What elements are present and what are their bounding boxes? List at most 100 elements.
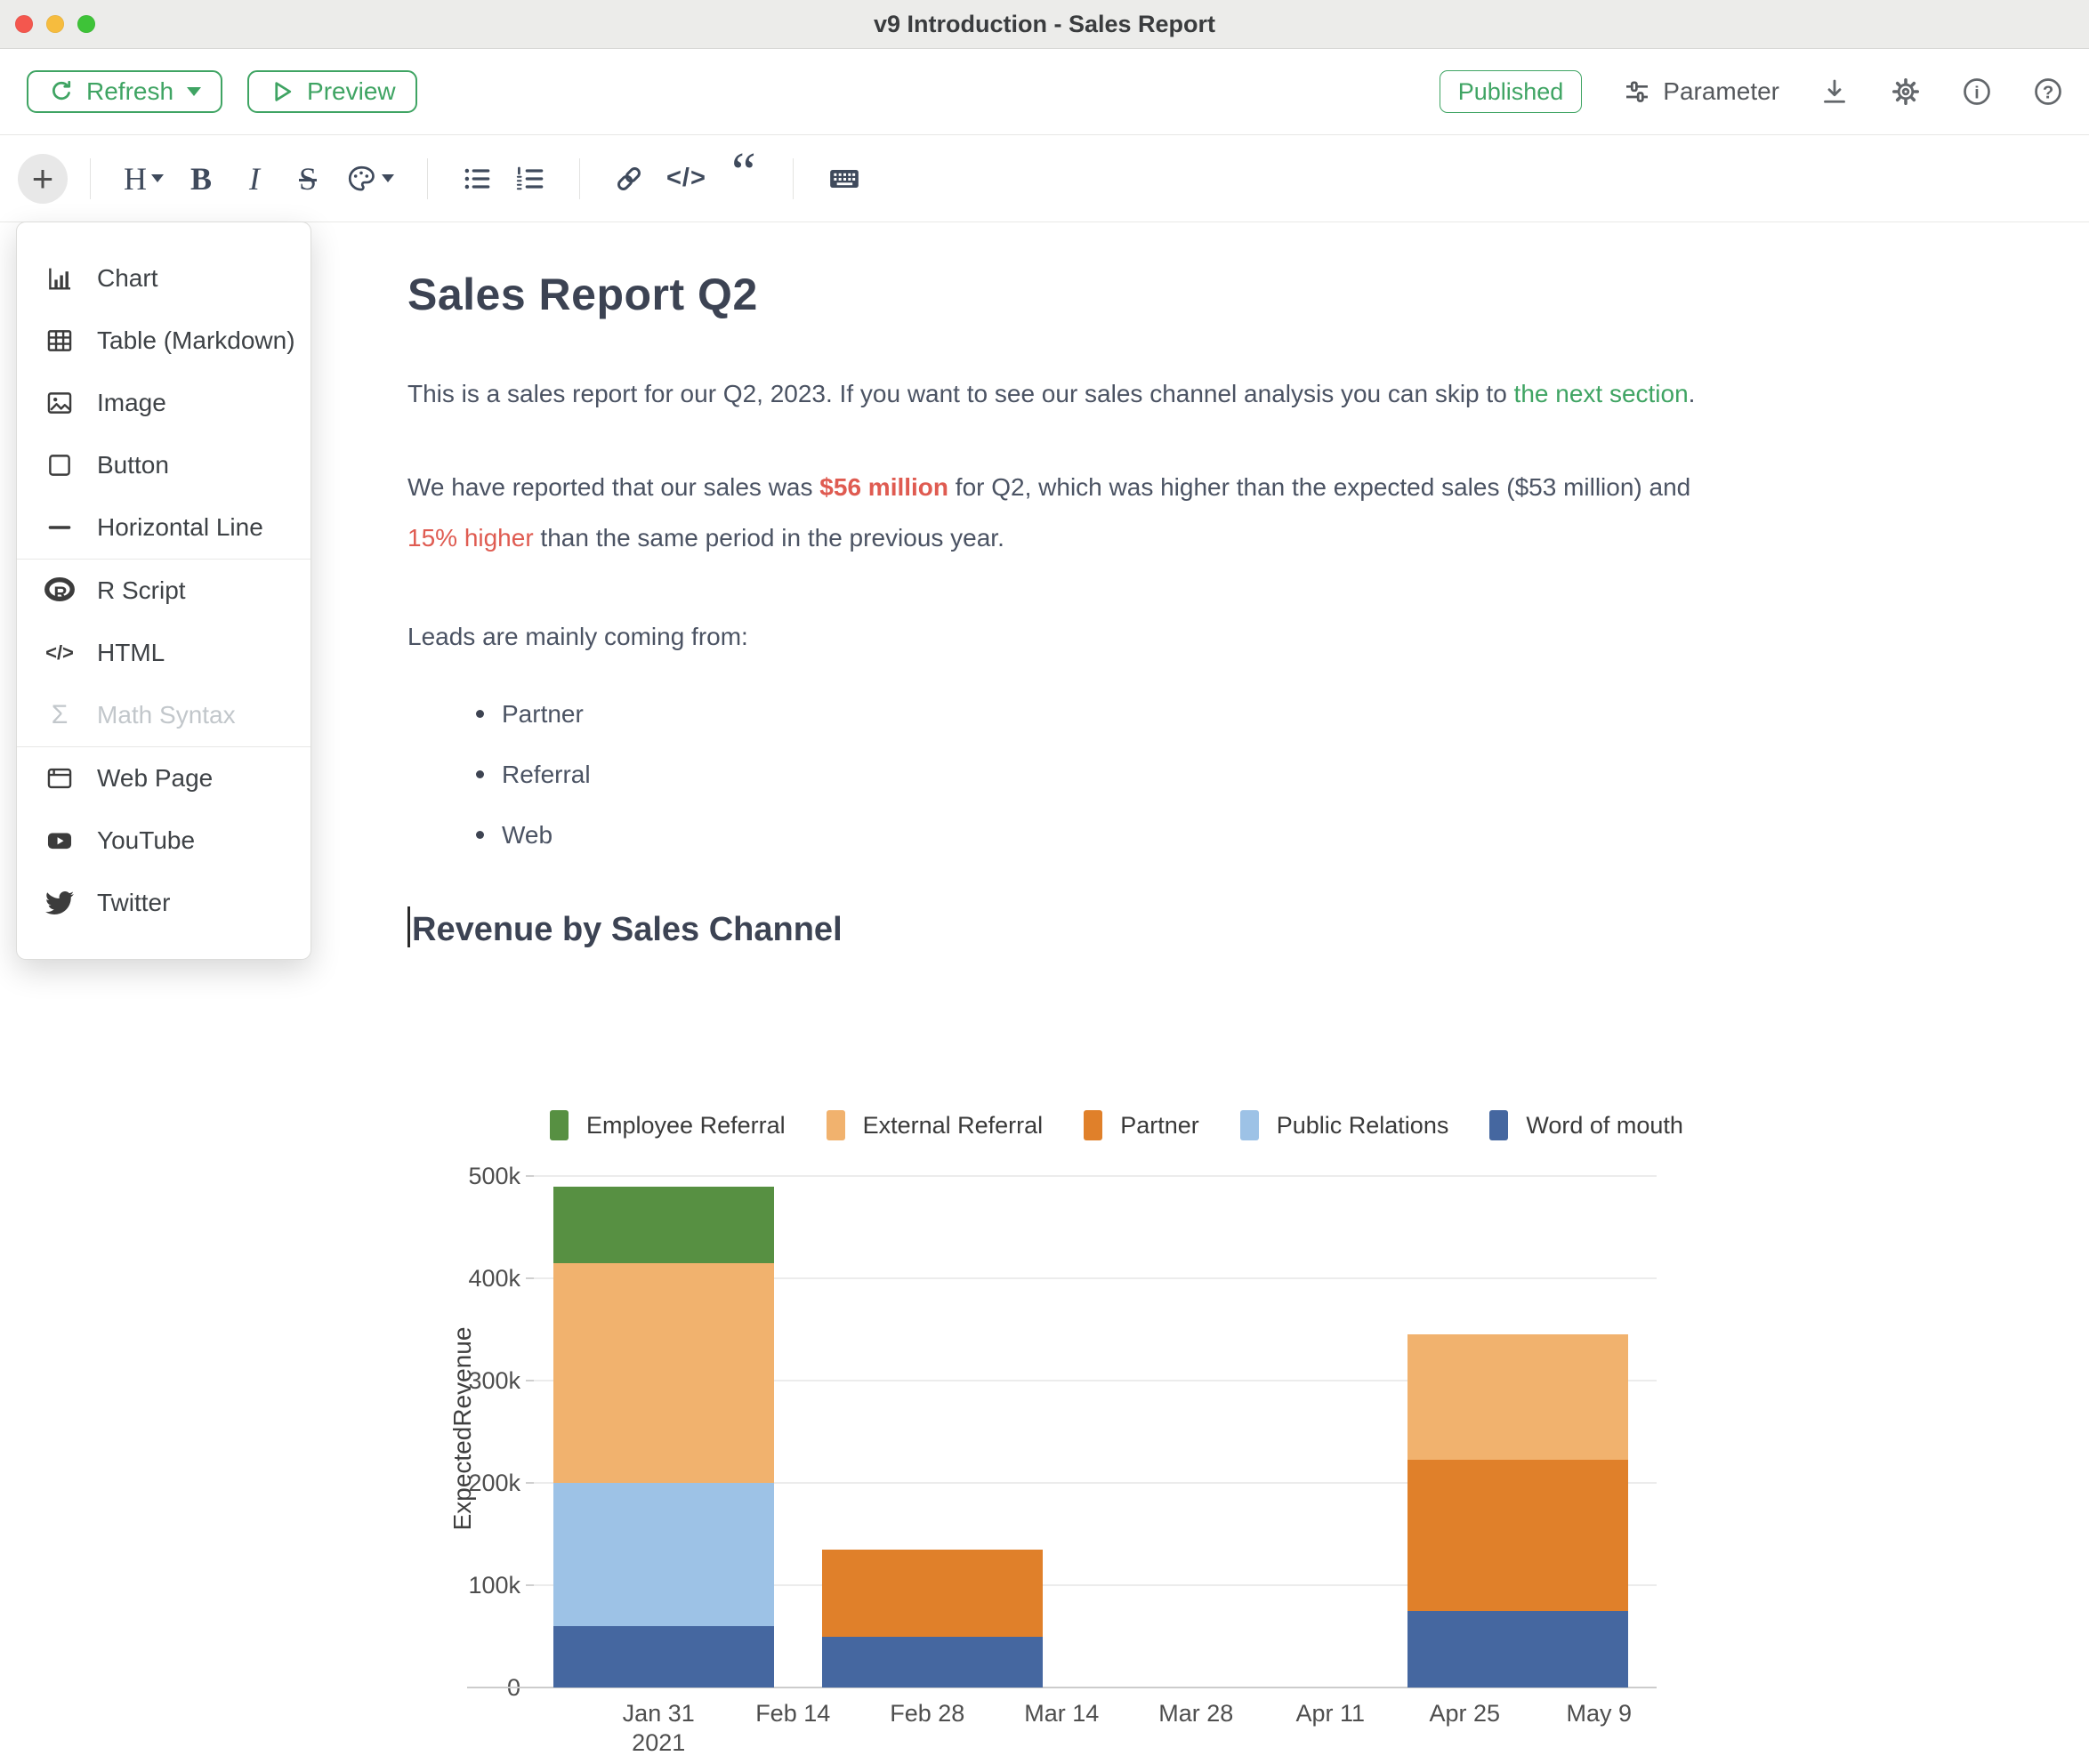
text-cursor [407, 906, 410, 947]
legend-swatch [1084, 1110, 1103, 1140]
list-item: Referral [476, 761, 1715, 787]
y-axis-tick-mark [526, 1482, 534, 1484]
legend-item: Employee Referral [550, 1110, 786, 1140]
x-axis-tick-sublabel: 2021 [632, 1729, 686, 1756]
menu-item-html[interactable]: </> HTML [17, 622, 311, 684]
y-axis-tick-mark [526, 1277, 534, 1279]
button-icon [44, 449, 76, 481]
legend-item: Public Relations [1239, 1110, 1449, 1140]
legend-swatch [1489, 1110, 1509, 1140]
main-toolbar: Refresh Preview Published Parameter [0, 49, 2089, 135]
download-icon[interactable] [1819, 76, 1851, 108]
y-axis-tick-mark [526, 1175, 534, 1177]
italic-button[interactable]: I [238, 160, 270, 197]
y-axis-tick-label: 200k [468, 1470, 520, 1496]
web-page-icon [44, 762, 76, 794]
heading-format-button[interactable]: H [124, 160, 164, 197]
table-icon [44, 325, 76, 357]
bold-glyph: B [190, 160, 212, 197]
legend-label: Partner [1120, 1111, 1199, 1139]
chevron-down-icon [382, 174, 394, 182]
list-item: Web [476, 822, 1715, 848]
list-item: Partner [476, 701, 1715, 727]
menu-divider [17, 746, 311, 747]
gridline [534, 1175, 1657, 1177]
image-icon [44, 387, 76, 419]
window-controls [15, 15, 95, 33]
zoom-window-button[interactable] [77, 15, 95, 33]
blockquote-button[interactable]: “ [728, 145, 760, 200]
toolbar-right-group: Published Parameter [1439, 70, 2064, 113]
x-axis-tick-label: Apr 25 [1429, 1700, 1501, 1727]
x-axis-tick-label: Mar 14 [1024, 1700, 1100, 1727]
legend-label: Public Relations [1276, 1111, 1449, 1139]
parameter-label: Parameter [1663, 77, 1779, 105]
html-code-icon: </> [45, 641, 74, 664]
bar-segment-partner [1407, 1459, 1628, 1611]
bullet-list-icon [464, 168, 490, 189]
legend-item: Word of mouth [1489, 1110, 1683, 1140]
paragraph-text: than the same period in the previous yea… [533, 524, 1004, 552]
bold-button[interactable]: B [185, 160, 217, 197]
minimize-window-button[interactable] [46, 15, 64, 33]
settings-gear-icon[interactable] [1890, 76, 1922, 108]
y-axis-label: ExpectedRevenue [448, 1326, 476, 1531]
window-title: v9 Introduction - Sales Report [873, 11, 1216, 37]
published-status-button[interactable]: Published [1439, 70, 1583, 113]
menu-item-twitter[interactable]: Twitter [17, 872, 311, 934]
refresh-button[interactable]: Refresh [27, 70, 223, 113]
menu-item-label: HTML [97, 639, 165, 666]
parameter-button[interactable]: Parameter [1621, 76, 1779, 108]
refresh-label: Refresh [86, 77, 174, 105]
numbered-list-button[interactable] [514, 163, 546, 195]
legend-label: External Referral [862, 1111, 1044, 1139]
link-icon [617, 166, 641, 190]
menu-item-table-markdown[interactable]: Table (Markdown) [17, 310, 311, 372]
menu-item-button[interactable]: Button [17, 434, 311, 496]
menu-item-label: Twitter [97, 889, 171, 916]
x-axis-tick-label: Apr 11 [1295, 1700, 1366, 1727]
chevron-down-icon [187, 87, 202, 96]
sales-amount-highlight: $56 million [819, 473, 949, 501]
chart-icon [44, 262, 76, 294]
bar-segment-public-relations [552, 1483, 774, 1626]
toolbar-divider [90, 157, 91, 199]
palette-icon [348, 165, 375, 191]
chevron-down-icon [151, 174, 164, 182]
next-section-link[interactable]: the next section [1513, 380, 1689, 407]
refresh-icon [52, 80, 71, 101]
y-axis-tick-mark [526, 1380, 534, 1381]
document-editor[interactable]: Sales Report Q2 This is a sales report f… [0, 222, 1715, 949]
bullet-list-button[interactable] [461, 163, 493, 195]
menu-item-horizontal-line[interactable]: Horizontal Line [17, 496, 311, 559]
menu-item-r-script[interactable]: R R Script [17, 560, 311, 622]
insert-plus-button[interactable]: + [18, 153, 68, 204]
menu-item-youtube[interactable]: YouTube [17, 810, 311, 872]
preview-button[interactable]: Preview [247, 70, 417, 113]
menu-item-chart[interactable]: Chart [17, 247, 311, 310]
help-icon[interactable]: ? [2032, 76, 2064, 108]
keyboard-shortcuts-button[interactable] [827, 161, 862, 197]
strikethrough-button[interactable]: S [292, 160, 324, 197]
legend-swatch [826, 1110, 845, 1140]
insert-menu: Chart Table (Markdown) Image [16, 222, 311, 960]
menu-item-web-page[interactable]: Web Page [17, 747, 311, 810]
bar-segment-word-of-mouth [821, 1636, 1043, 1687]
legend-swatch [1239, 1110, 1259, 1140]
menu-item-image[interactable]: Image [17, 372, 311, 434]
info-icon[interactable]: i [1961, 76, 1993, 108]
insert-link-button[interactable] [613, 163, 645, 195]
text-color-button[interactable] [345, 163, 394, 195]
x-axis-tick-label: May 9 [1566, 1700, 1633, 1727]
menu-item-label: Image [97, 389, 166, 416]
menu-item-label: Math Syntax [97, 701, 236, 729]
inline-code-button[interactable]: </> [666, 164, 706, 193]
horizontal-line-icon [44, 511, 76, 544]
y-axis-tick-label: 400k [468, 1265, 520, 1292]
menu-divider [17, 559, 311, 560]
section-heading: Revenue by Sales Channel [407, 906, 1715, 949]
published-label: Published [1457, 77, 1564, 105]
close-window-button[interactable] [15, 15, 33, 33]
y-axis-tick-label: 300k [468, 1367, 520, 1394]
